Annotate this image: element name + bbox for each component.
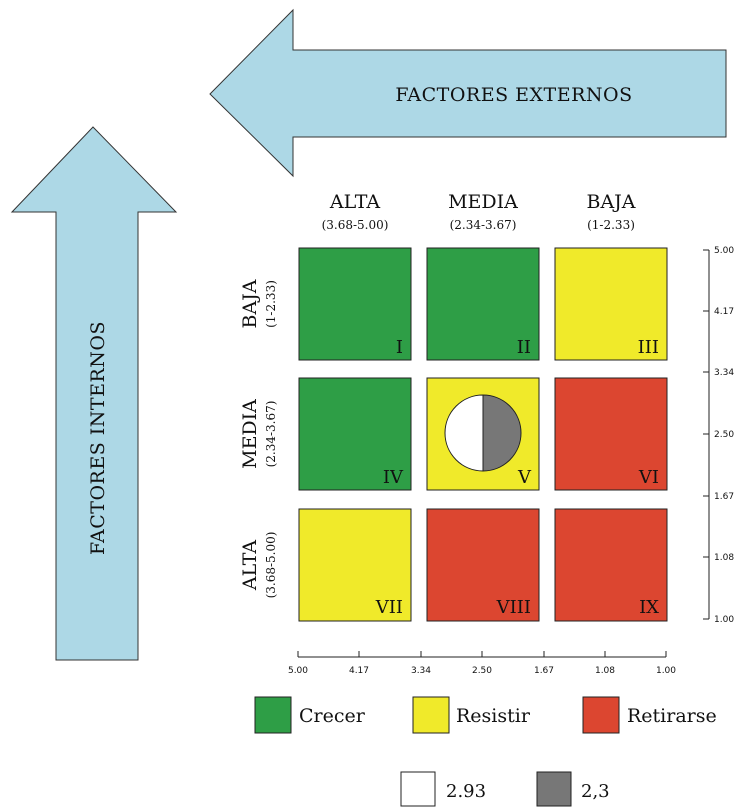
x-tick-label: 1.67 [534, 666, 554, 676]
row-title: MEDIA [239, 399, 261, 469]
x-axis: 5.00 4.17 3.34 2.50 1.67 1.08 1.00 [288, 651, 676, 676]
matrix-cell [298, 247, 412, 361]
cell-roman-label: VII [375, 597, 403, 618]
x-tick-label: 1.00 [656, 666, 676, 676]
y-tick-label: 5.00 [714, 246, 734, 256]
cell-roman-label: III [638, 337, 659, 358]
y-tick-label: 1.08 [714, 553, 734, 563]
legend-swatch [582, 696, 620, 734]
y-tick-label: 1.67 [714, 492, 734, 502]
column-range: (3.68-5.00) [322, 218, 389, 232]
matrix-cell [426, 247, 540, 361]
cell-roman-label: VIII [496, 597, 531, 618]
matrix-cell [298, 508, 412, 622]
cell-roman-label: V [517, 467, 532, 488]
column-title: BAJA [586, 191, 635, 213]
matrix-cell [426, 508, 540, 622]
x-tick-label: 3.34 [411, 666, 431, 676]
y-tick-label: 1.00 [714, 615, 734, 625]
row-range: (2.34-3.67) [264, 401, 278, 468]
external-factors-label: FACTORES EXTERNOS [395, 84, 632, 106]
internal-factors-label: FACTORES INTERNOS [87, 321, 109, 555]
marker-right-half [482, 394, 522, 472]
internal-factors-arrow: FACTORES INTERNOS [10, 126, 178, 661]
cell-roman-label: II [517, 337, 531, 358]
legend-swatch [254, 696, 292, 734]
row-title: BAJA [239, 279, 261, 328]
marker-key-swatch [400, 771, 436, 807]
legend-label: Retirarse [627, 705, 717, 727]
column-range: (2.34-3.67) [450, 218, 517, 232]
column-title: MEDIA [448, 191, 518, 213]
cell-roman-label: IX [639, 597, 659, 618]
matrix-cell [554, 508, 668, 622]
marker-key-label: 2,3 [581, 781, 610, 802]
row-headers: BAJA (1-2.33) MEDIA (2.34-3.67) ALTA (3.… [239, 279, 278, 598]
row-range: (1-2.33) [264, 280, 278, 328]
external-factors-arrow: FACTORES EXTERNOS [209, 8, 727, 178]
legend-label: Resistir [456, 705, 531, 727]
column-title: ALTA [329, 191, 380, 213]
matrix-cell [554, 377, 668, 491]
legend-label: Crecer [299, 705, 366, 727]
y-tick-label: 3.34 [714, 368, 734, 378]
marker-key-label: 2.93 [446, 781, 486, 802]
y-tick-label: 2.50 [714, 430, 734, 440]
x-tick-label: 2.50 [472, 666, 492, 676]
row-range: (3.68-5.00) [264, 532, 278, 599]
position-marker [444, 394, 522, 472]
marker-left-half [444, 394, 484, 472]
column-headers: ALTA (3.68-5.00) MEDIA (2.34-3.67) BAJA … [322, 191, 636, 232]
color-legend: Crecer Resistir Retirarse [254, 696, 717, 734]
cell-roman-label: VI [638, 467, 659, 488]
column-range: (1-2.33) [587, 218, 635, 232]
marker-key-swatch [536, 771, 572, 807]
y-axis: 5.00 4.17 3.34 2.50 1.67 1.08 1.00 [703, 246, 734, 625]
matrix-cell [554, 247, 668, 361]
cell-roman-label: IV [383, 467, 404, 488]
marker-key: 2.93 2,3 [400, 771, 610, 807]
x-tick-label: 5.00 [288, 666, 308, 676]
row-title: ALTA [239, 540, 261, 591]
x-tick-label: 4.17 [349, 666, 369, 676]
x-tick-label: 1.08 [595, 666, 615, 676]
matrix-cell [298, 377, 412, 491]
cell-roman-label: I [396, 337, 403, 358]
y-tick-label: 4.17 [714, 307, 734, 317]
legend-swatch [412, 696, 450, 734]
